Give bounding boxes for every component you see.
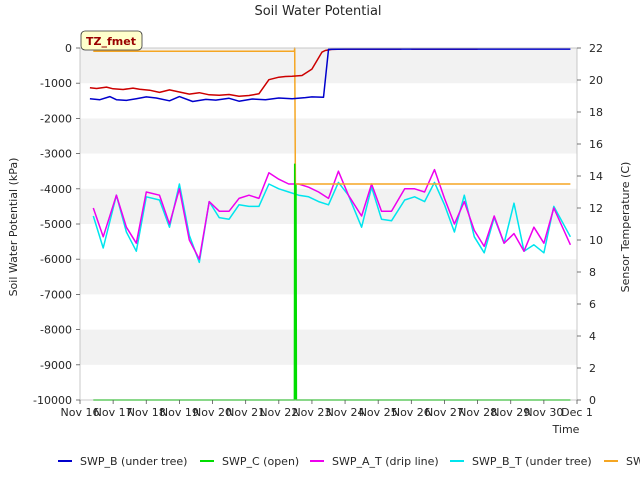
y2-tick-label: 12 [589,202,603,215]
y2-tick-label: 14 [589,170,603,183]
y-tick-label: -2000 [40,112,72,125]
x-tick-label: Nov 30 [524,406,563,419]
legend-label-swp-c-t-open: SWP [626,455,640,468]
x-tick-label: Dec 1 [561,406,593,419]
series-line-swp-a-t-drip-line [92,168,572,260]
plot-background [80,48,577,400]
y2-axis-label: Sensor Temperature (C) [619,162,632,293]
x-tick-label: Nov 17 [94,406,133,419]
x-tick-label: Nov 29 [491,406,530,419]
y-tick-label: -9000 [40,359,72,372]
x-tick-label: Nov 18 [127,406,166,419]
y-axis-left: 0 -1000 -2000 -3000 -4000 -5000 -6000 -7000 -800… [33,42,80,407]
y2-tick-label: 16 [589,138,603,151]
y2-tick-label: 0 [589,394,596,407]
grid-band [80,259,577,295]
x-tick-label: Nov 24 [326,406,365,419]
y-axis-right: 0 2 4 6 8 10 12 14 16 18 20 22 [577,42,603,407]
y-tick-label: -5000 [40,218,72,231]
y2-tick-label: 8 [589,266,596,279]
y-tick-label: -6000 [40,253,72,266]
x-axis-label: Time [552,423,580,436]
legend-label-swp-c-open: SWP_C (open) [222,455,299,468]
y2-tick-label: 20 [589,74,603,87]
y2-tick-label: 4 [589,330,596,343]
y2-tick-label: 2 [589,362,596,375]
x-tick-label: Nov 21 [226,406,265,419]
y-tick-label: -1000 [40,77,72,90]
x-tick-label: Nov 19 [160,406,199,419]
annotation-label: TZ_fmet [86,35,136,48]
legend-label-swp-b-under-tree: SWP_B (under tree) [80,455,187,468]
x-tick-label: Nov 28 [458,406,497,419]
y-tick-label: -10000 [33,394,72,407]
annotation-box: TZ_fmet [80,30,143,51]
x-tick-label: Nov 23 [292,406,331,419]
y-tick-label: -3000 [40,148,72,161]
y2-tick-label: 10 [589,234,603,247]
y2-tick-label: 22 [589,42,603,55]
y-tick-label: -4000 [40,183,72,196]
x-tick-label: Nov 20 [193,406,232,419]
series-line-swp-a-drip-line [89,48,402,97]
legend: drip line)SWP_B (under tree)SWP_C (open)… [58,455,640,468]
grid-band [80,329,577,365]
x-tick-label: Nov 16 [61,406,100,419]
chart-title: Soil Water Potential [254,4,381,19]
series-line-swp-b-under-tree [89,48,571,103]
x-tick-label: Nov 27 [425,406,464,419]
y-tick-label: -8000 [40,324,72,337]
x-tick-label: Nov 22 [259,406,298,419]
legend-label-swp-a-t-drip-line: SWP_A_T (drip line) [332,455,439,468]
legend-label-swp-b-t-under-tree: SWP_B_T (under tree) [472,455,592,468]
x-tick-label: Nov 25 [359,406,398,419]
y-tick-label: 0 [65,42,72,55]
x-tick-label: Nov 26 [392,406,431,419]
y-tick-label: -7000 [40,288,72,301]
y-axis-label: Soil Water Potential (kPa) [7,158,20,297]
y2-tick-label: 6 [589,298,596,311]
grid-band [80,118,577,154]
y2-tick-label: 18 [589,106,603,119]
